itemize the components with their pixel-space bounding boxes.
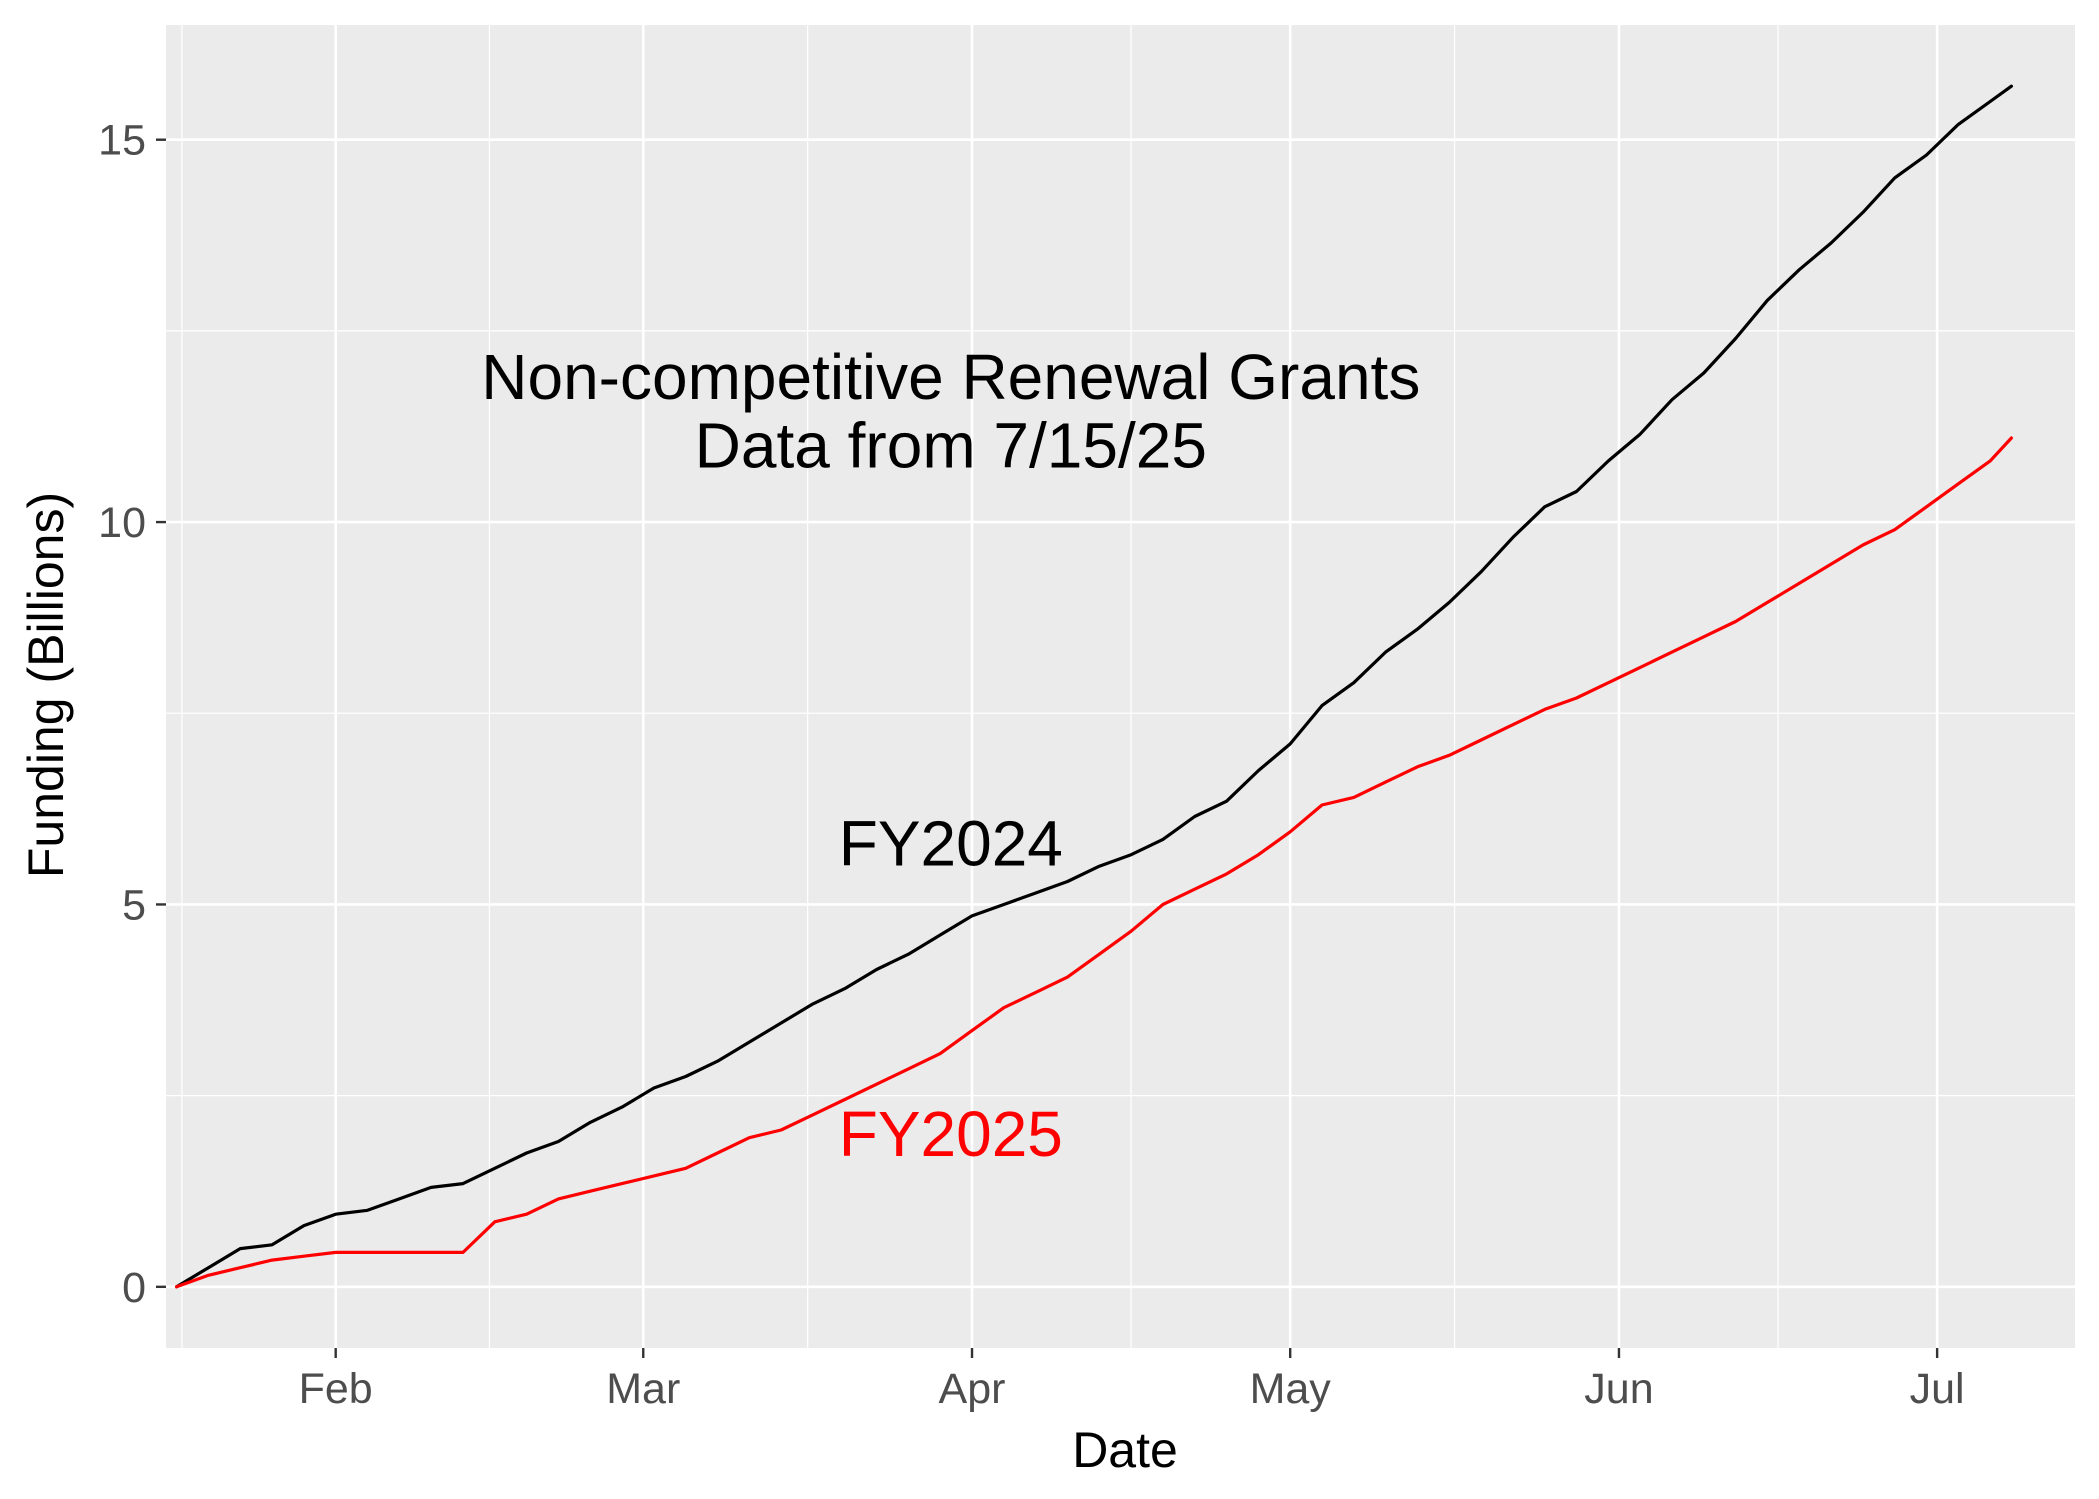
x-tick-label: May xyxy=(1250,1365,1332,1413)
panel-background xyxy=(166,25,2075,1348)
y-tick-label: 10 xyxy=(98,499,146,547)
series-layer xyxy=(175,84,2014,1289)
x-tick-label: Feb xyxy=(299,1365,373,1413)
x-tick-label: Jun xyxy=(1584,1365,1653,1413)
minor-gridlines xyxy=(166,25,2075,1348)
axis-layer: Feb Mar Apr May Jun Jul 0 5 10 15 xyxy=(98,117,1964,1413)
series-line-fy2025 xyxy=(175,436,2014,1289)
y-tick-label: 0 xyxy=(122,1264,146,1312)
annotation-fy2025: FY2025 xyxy=(839,1098,1063,1170)
annotation-title: Non-competitive Renewal Grants xyxy=(481,341,1420,413)
x-tick-label: Jul xyxy=(1910,1365,1965,1413)
x-tick-label: Apr xyxy=(939,1365,1006,1413)
y-tick-label: 15 xyxy=(98,117,146,165)
x-axis-title: Date xyxy=(1072,1422,1178,1478)
x-tick-label: Mar xyxy=(606,1365,680,1413)
y-tick-label: 5 xyxy=(122,881,146,929)
annotation-layer: Non-competitive Renewal Grants Data from… xyxy=(481,341,1420,1170)
major-gridlines xyxy=(166,25,2075,1348)
series-line-fy2024 xyxy=(175,84,2014,1289)
annotation-subtitle: Data from 7/15/25 xyxy=(695,410,1207,482)
annotation-fy2024: FY2024 xyxy=(839,807,1063,879)
y-axis-title: Funding (Billions) xyxy=(18,492,74,878)
